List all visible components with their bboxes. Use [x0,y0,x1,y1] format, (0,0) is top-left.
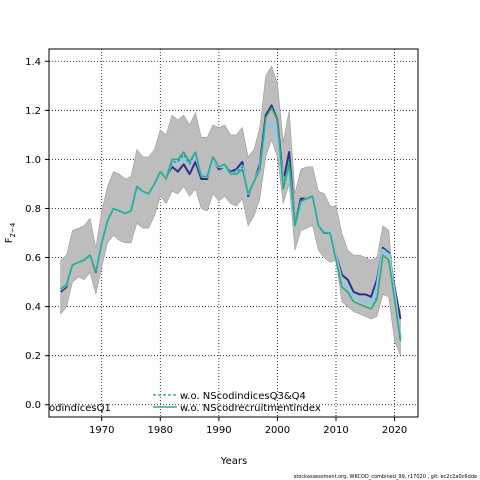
y-tick-label: 1.2 [25,106,41,117]
plot-frame [48,48,419,418]
series-layer [59,104,402,342]
x-tick-label: 2000 [265,425,290,436]
y-tick-label: 1.0 [25,155,41,166]
y-tick-label: 1.4 [25,57,41,68]
x-tick-label: 2010 [323,425,348,436]
legend-label-recruitment: w.o. NScodrecruitmentindex [180,403,321,414]
y-tick-label: 0.2 [25,351,41,362]
legend-label-q3q4: w.o. NScodindicesQ3&Q4 [180,391,306,402]
y-tick-label: 0.0 [25,400,41,411]
x-tick-label: 1970 [89,425,114,436]
x-axis-label: Years [220,456,247,467]
x-tick-label: 1990 [206,425,231,436]
x-tick-label: 2020 [382,425,407,436]
x-tick-label: 1980 [148,425,173,436]
legend-partial-label: odindicesQ1 [49,403,111,414]
y-tick-label: 0.6 [25,253,41,264]
y-axis-label-subscript: 2−4 [9,222,17,237]
y-axis-label: F2−4 [4,222,17,243]
tick-labels: 1970 1980 1990 2000 2010 2020 0.0 0.2 0.4 0.6 0.8 1… [25,57,407,436]
legend: odindicesQ1 w.o. NScodindicesQ3&Q4 w.o. … [49,391,321,414]
series-line-3 [60,107,402,342]
y-tick-label: 0.4 [25,302,41,313]
ticks [45,60,396,421]
y-axis-label-main: F [4,237,15,243]
y-tick-label: 0.8 [25,204,41,215]
footer-credit: stockassessment.org, WKCOD_combined_99, … [294,474,477,480]
